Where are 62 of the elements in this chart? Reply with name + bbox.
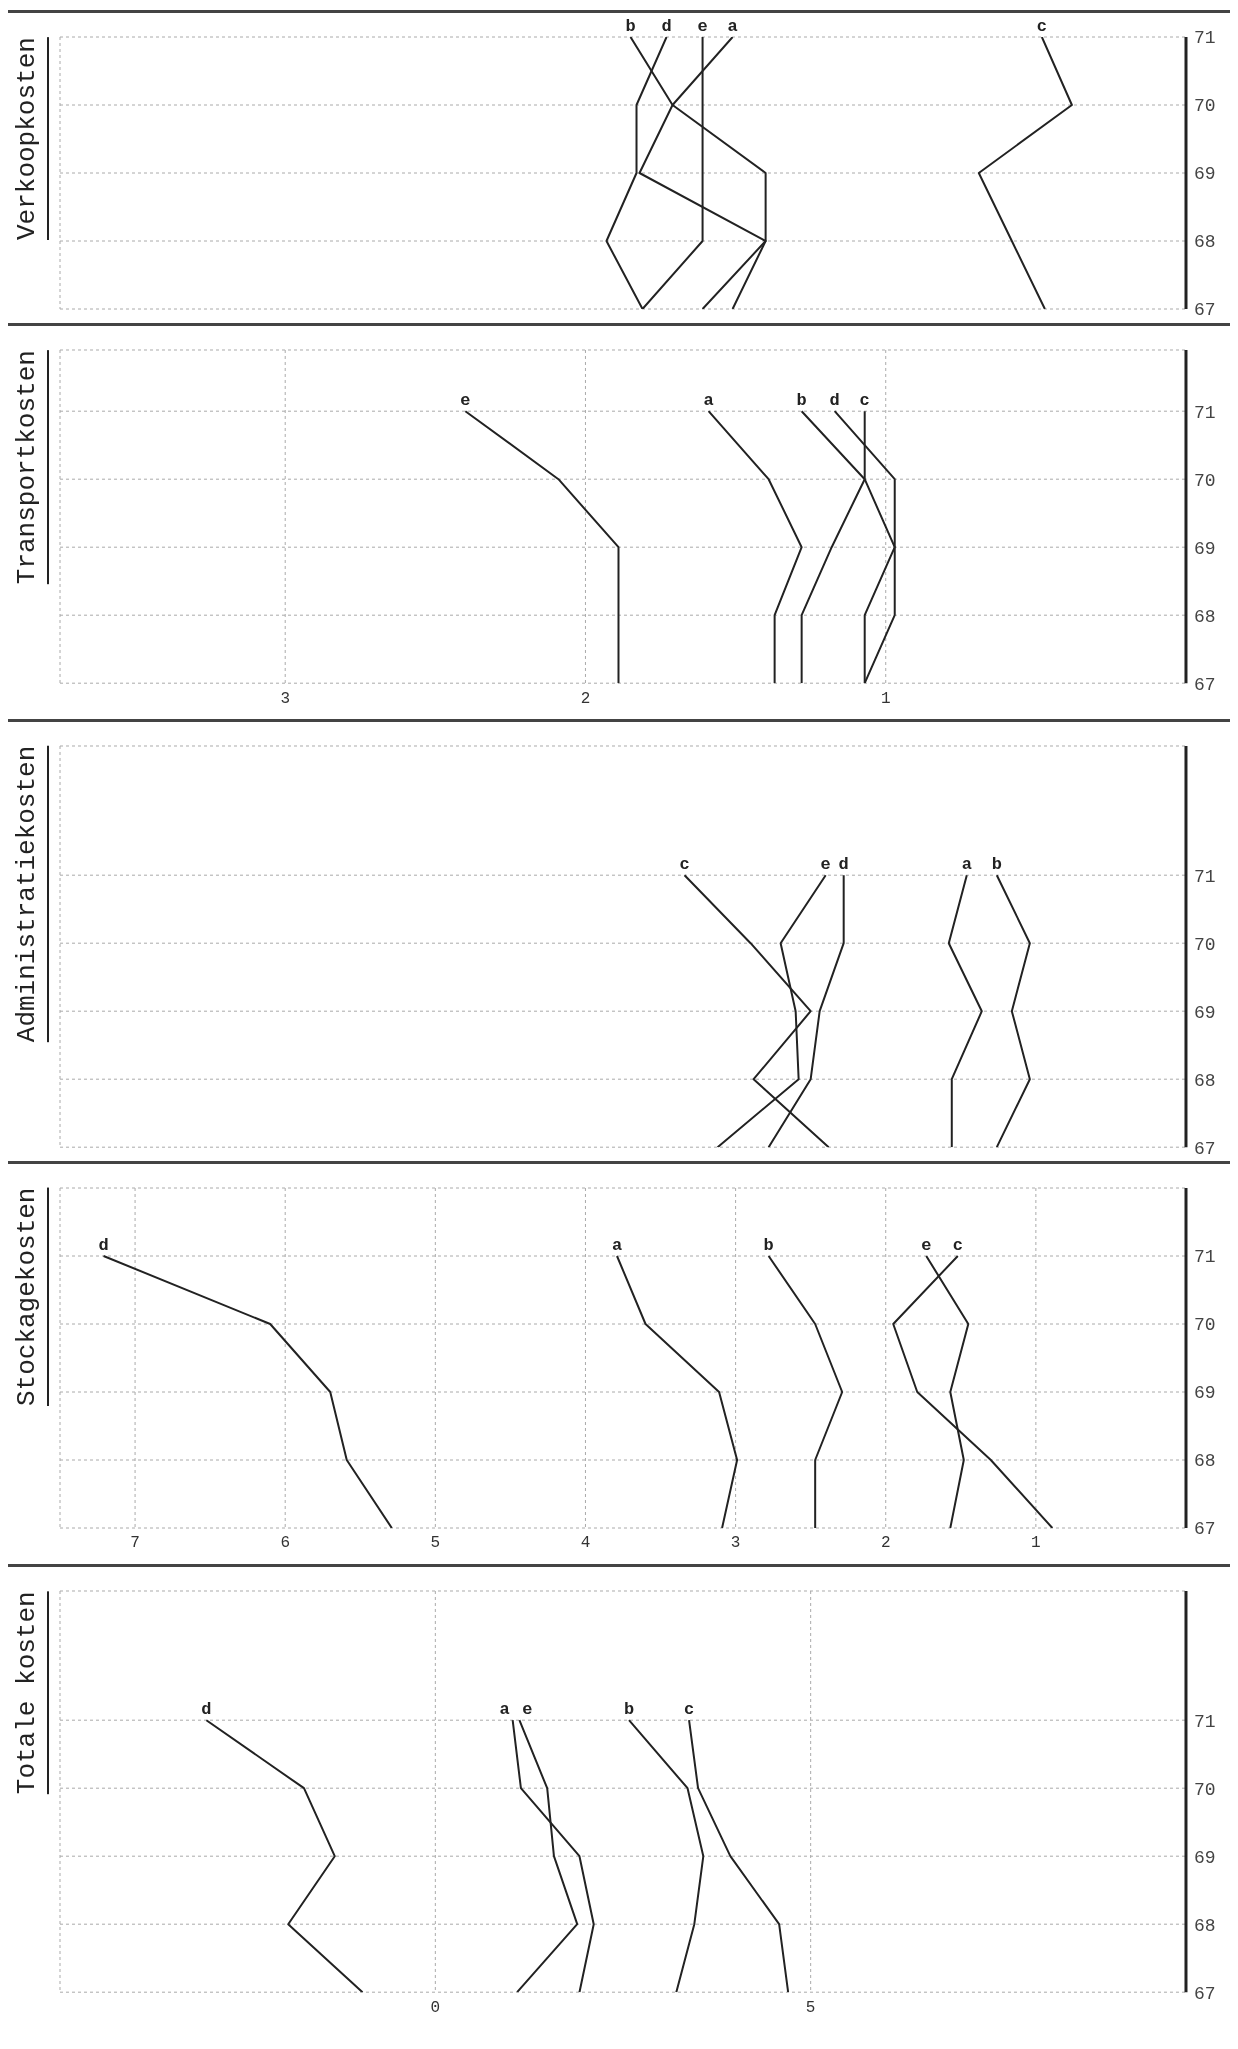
series-label: a (499, 1700, 510, 1720)
y-tick-label: 67 (1193, 1138, 1216, 1159)
series-label: e (921, 1235, 932, 1255)
series-label: b (991, 854, 1002, 874)
x-tick-label: 6 (280, 1534, 290, 1553)
x-tick-label: 3 (280, 689, 291, 708)
x-tick-label: 0 (430, 1998, 441, 2017)
x-tick-label: 7 (130, 1534, 140, 1553)
series-label: c (1036, 16, 1047, 36)
series-label: d (201, 1700, 212, 1720)
series-label: e (697, 16, 708, 36)
series-label: a (727, 16, 738, 36)
x-tick-label: 1 (880, 689, 891, 708)
series-label: d (661, 16, 672, 36)
series-label: c (952, 1235, 963, 1255)
series-label: c (683, 1700, 695, 1720)
series-label: d (829, 390, 840, 410)
series-label: b (625, 16, 636, 36)
y-tick-label: 68 (1194, 1451, 1216, 1472)
x-tick-label: 1 (1031, 1534, 1041, 1553)
series-label: c (679, 854, 690, 874)
y-tick-label: 69 (1193, 538, 1216, 559)
y-tick-label: 69 (1193, 1847, 1216, 1868)
y-tick-label: 68 (1194, 232, 1216, 253)
series-label: e (460, 390, 471, 410)
series-label: a (611, 1235, 623, 1255)
y-tick-label: 67 (1194, 1519, 1216, 1540)
y-tick-label: 68 (1193, 1070, 1216, 1091)
y-tick-label: 70 (1193, 470, 1216, 491)
y-tick-label: 71 (1193, 1711, 1216, 1732)
series-label: d (838, 854, 849, 874)
series-label: b (623, 1700, 635, 1720)
y-tick-label: 69 (1194, 164, 1216, 185)
y-tick-label: 68 (1193, 606, 1216, 627)
y-tick-label: 70 (1193, 1779, 1216, 1800)
y-tick-label: 70 (1194, 1315, 1216, 1336)
series-label: a (703, 390, 714, 410)
y-tick-label: 69 (1193, 1002, 1216, 1023)
y-tick-label: 67 (1193, 674, 1216, 695)
y-tick-label: 71 (1193, 866, 1216, 887)
x-tick-label: 2 (580, 689, 591, 708)
y-tick-label: 70 (1193, 934, 1216, 955)
series-label: d (98, 1235, 109, 1255)
y-tick-label: 71 (1194, 1247, 1216, 1268)
x-tick-label: 4 (580, 1534, 591, 1553)
y-tick-label: 71 (1194, 28, 1216, 49)
series-label: c (859, 390, 870, 410)
x-tick-label: 5 (805, 1998, 816, 2017)
y-tick-label: 71 (1193, 402, 1216, 423)
series-label: b (763, 1235, 774, 1255)
series-label: b (796, 390, 807, 410)
x-tick-label: 2 (880, 1534, 891, 1553)
y-tick-label: 67 (1194, 300, 1216, 321)
y-tick-label: 69 (1194, 1383, 1216, 1404)
x-tick-label: 3 (730, 1534, 741, 1553)
series-label: e (820, 854, 831, 874)
y-tick-label: 67 (1193, 1983, 1216, 2004)
y-tick-label: 70 (1194, 96, 1216, 117)
y-tick-label: 68 (1193, 1915, 1216, 1936)
series-label: a (961, 854, 972, 874)
x-tick-label: 5 (430, 1534, 441, 1553)
series-label: e (522, 1700, 533, 1720)
